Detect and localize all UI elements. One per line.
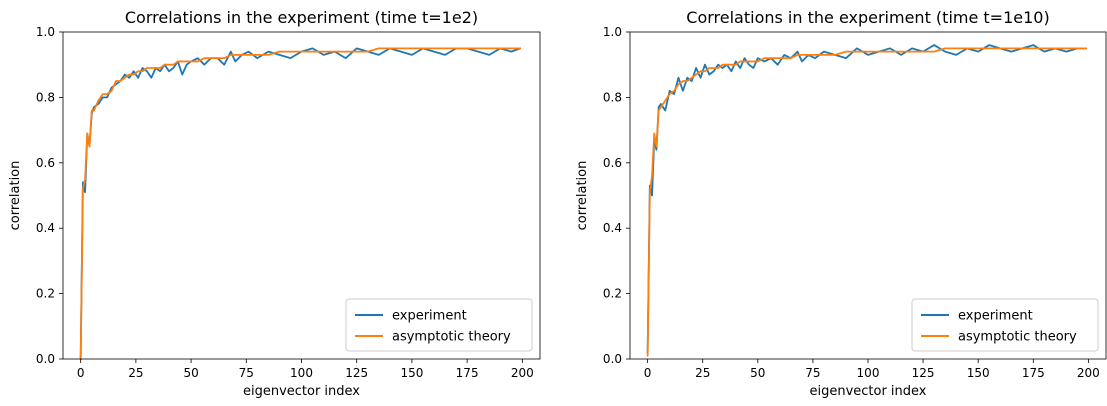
y-tick-label: 0.4 (603, 221, 622, 235)
y-tick-label: 1.0 (36, 25, 55, 39)
legend-label-asymptotic-theory: asymptotic theory (958, 330, 1077, 345)
legend-box (345, 298, 533, 352)
legend: experiment asymptotic theory (911, 298, 1099, 352)
y-tick-label: 0.0 (36, 352, 55, 366)
x-tick-label: 0 (644, 366, 652, 380)
legend-label-experiment: experiment (958, 309, 1033, 324)
x-axis-ticks: 0 25 50 75 100 125 150 175 200 (644, 359, 1100, 380)
y-axis-ticks: 0.0 0.2 0.4 0.6 0.8 1.0 (36, 25, 63, 366)
x-tick-label: 175 (1022, 366, 1045, 380)
y-axis-ticks: 0.0 0.2 0.4 0.6 0.8 1.0 (603, 25, 630, 366)
x-axis-ticks: 0 25 50 75 100 125 150 175 200 (77, 359, 534, 380)
x-tick-label: 50 (750, 366, 765, 380)
y-tick-label: 0.2 (36, 287, 55, 301)
y-tick-label: 0.8 (603, 90, 622, 104)
x-tick-label: 200 (511, 366, 534, 380)
x-tick-label: 25 (128, 366, 143, 380)
x-tick-label: 75 (239, 366, 254, 380)
y-tick-label: 0.6 (603, 156, 622, 170)
x-tick-label: 75 (805, 366, 820, 380)
x-tick-label: 50 (183, 366, 198, 380)
x-tick-label: 125 (912, 366, 935, 380)
x-tick-label: 175 (456, 366, 479, 380)
series-line-asymptotic-theory (646, 47, 1088, 357)
x-tick-label: 100 (857, 366, 880, 380)
y-axis-label: correlation (575, 161, 590, 231)
x-tick-label: 25 (695, 366, 710, 380)
y-axis-label: correlation (8, 161, 23, 231)
legend-label-experiment: experiment (392, 309, 467, 324)
chart-left: 0 25 50 75 100 125 150 175 200 0.0 0.2 0.4 0.6 0.8 1.… (8, 8, 541, 399)
y-tick-label: 0.6 (36, 156, 55, 170)
y-tick-label: 0.0 (603, 352, 622, 366)
y-tick-label: 0.8 (36, 90, 55, 104)
chart-title: Correlations in the experiment (time t=1… (125, 8, 478, 27)
chart-title: Correlations in the experiment (time t=1… (686, 8, 1049, 27)
y-tick-label: 1.0 (603, 25, 622, 39)
x-tick-label: 125 (345, 366, 368, 380)
x-axis-label: eigenvector index (243, 384, 360, 399)
x-tick-label: 150 (967, 366, 990, 380)
x-axis-label: eigenvector index (809, 384, 926, 399)
y-tick-label: 0.2 (603, 287, 622, 301)
legend-label-asymptotic-theory: asymptotic theory (392, 330, 511, 345)
x-tick-label: 0 (77, 366, 85, 380)
x-tick-label: 100 (290, 366, 313, 380)
legend: experiment asymptotic theory (345, 298, 533, 352)
y-tick-label: 0.4 (36, 221, 55, 235)
legend-box (911, 298, 1099, 352)
x-tick-label: 200 (1077, 366, 1100, 380)
x-tick-label: 150 (400, 366, 423, 380)
series-layer (79, 47, 522, 360)
series-layer (646, 44, 1088, 357)
series-line-asymptotic-theory (79, 47, 522, 360)
chart-right: 0 25 50 75 100 125 150 175 200 0.0 0.2 0.4 0.6 0.8 1.… (575, 8, 1107, 399)
